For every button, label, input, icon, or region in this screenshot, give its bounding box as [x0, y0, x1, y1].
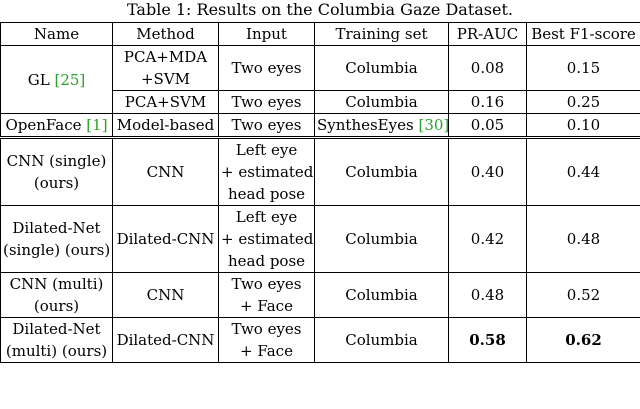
cell-name: Dilated-Net (multi) (ours) [0, 317, 113, 363]
col-header-name: Name [0, 22, 113, 46]
table-row: OpenFace [1] Model-based Two eyes Synthe… [0, 113, 640, 138]
cell-input: Left eye + estimated head pose [218, 136, 315, 206]
cell-pr-auc: 0.58 [448, 317, 527, 363]
table-row: CNN (multi) (ours) CNN Two eyes + Face Col… [0, 272, 640, 318]
cell-name: OpenFace [1] [0, 113, 113, 138]
cell-input: Left eye + estimated head pose [218, 205, 315, 273]
cell-method: PCA+MDA +SVM [112, 45, 219, 91]
col-header-training-set: Training set [314, 22, 449, 46]
cell-training-set: Columbia [314, 45, 449, 91]
cell-training-set: Columbia [314, 205, 449, 273]
cell-best-f1: 0.44 [526, 136, 640, 206]
cell-best-f1: 0.62 [526, 317, 640, 363]
cell-best-f1: 0.25 [526, 90, 640, 114]
table-row: PCA+SVM Two eyes Columbia 0.16 0.25 [1, 90, 640, 114]
cell-training-set: Columbia [314, 272, 449, 318]
cell-method: Model-based [112, 113, 219, 138]
table-caption: Table 1: Results on the Columbia Gaze Da… [126, 0, 513, 19]
table-row: CNN (single) (ours) CNN Left eye + estimat… [0, 136, 640, 206]
cell-pr-auc: 0.05 [448, 113, 527, 138]
col-header-best-f1: Best F1-score [526, 22, 640, 46]
cell-input: Two eyes [218, 90, 315, 114]
cell-method: Dilated-CNN [112, 205, 219, 273]
cell-input: Two eyes [218, 45, 315, 91]
cell-method: CNN [112, 136, 219, 206]
cell-pr-auc: 0.40 [448, 136, 527, 206]
cell-name: GL [25] [0, 45, 113, 114]
table-row: Dilated-Net (single) (ours) Dilated-CNN L… [0, 205, 640, 273]
cell-pr-auc: 0.42 [448, 205, 527, 273]
cell-name: CNN (multi) (ours) [0, 272, 113, 318]
cell-method: CNN [112, 272, 219, 318]
cell-name: CNN (single) (ours) [0, 136, 113, 206]
cell-input: Two eyes [218, 113, 315, 138]
col-header-pr-auc: PR-AUC [448, 22, 527, 46]
header-row: Name Method Input Training set PR-AUC Be… [0, 22, 640, 46]
table-row: Dilated-Net (multi) (ours) Dilated-CNN Tw… [0, 317, 640, 363]
cell-pr-auc: 0.48 [448, 272, 527, 318]
col-header-method: Method [112, 22, 219, 46]
cell-pr-auc: 0.08 [448, 45, 527, 91]
cell-method: PCA+SVM [112, 90, 219, 114]
cell-pr-auc: 0.16 [448, 90, 527, 114]
cell-best-f1: 0.52 [526, 272, 640, 318]
cell-best-f1: 0.15 [526, 45, 640, 91]
cell-input: Two eyes + Face [218, 317, 315, 363]
cell-training-set: SynthesEyes [30] [314, 113, 449, 138]
cell-input: Two eyes + Face [218, 272, 315, 318]
table-row: GL [25] PCA+MDA +SVM Two eyes Columbia 0.… [0, 45, 640, 114]
cell-training-set: Columbia [314, 317, 449, 363]
cell-name: Dilated-Net (single) (ours) [0, 205, 113, 273]
cell-best-f1: 0.48 [526, 205, 640, 273]
cell-best-f1: 0.10 [526, 113, 640, 138]
cell-training-set: Columbia [314, 90, 449, 114]
cell-training-set: Columbia [314, 136, 449, 206]
col-header-input: Input [218, 22, 315, 46]
cell-method: Dilated-CNN [112, 317, 219, 363]
results-table: Name Method Input Training set PR-AUC Be… [0, 22, 640, 363]
